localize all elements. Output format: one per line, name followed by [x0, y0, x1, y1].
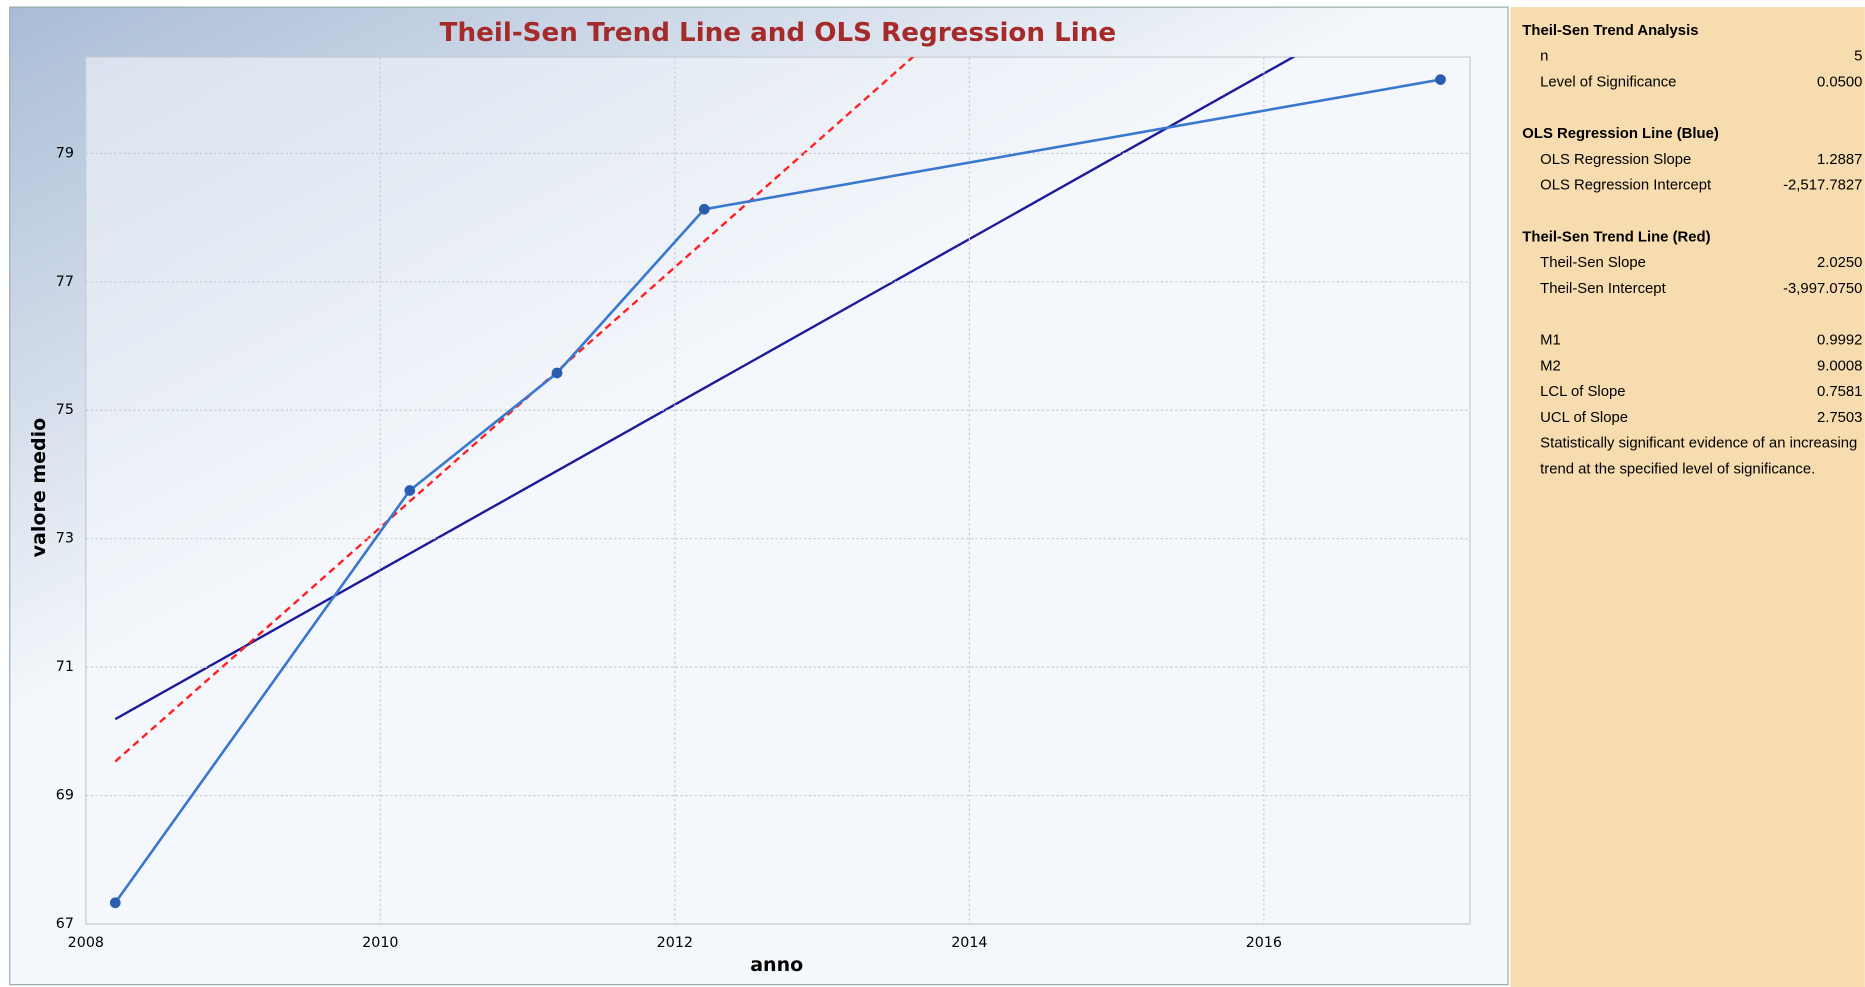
data-point	[551, 367, 563, 379]
y-tick-label: 71	[56, 659, 74, 675]
section-title: Theil-Sen Trend Line (Red)	[1522, 229, 1710, 245]
x-tick-label: 2010	[362, 935, 398, 951]
data-point	[109, 897, 121, 909]
data-point	[404, 485, 416, 496]
stat-value: 2.7503	[1817, 410, 1862, 426]
y-tick-label: 75	[56, 402, 74, 418]
stat-value: 2.0250	[1817, 255, 1862, 271]
stat-label: Level of Significance	[1540, 74, 1676, 90]
y-tick-label: 77	[56, 274, 74, 290]
stat-label: Theil-Sen Slope	[1540, 255, 1646, 271]
x-tick-label: 2014	[951, 935, 987, 951]
stat-label: Theil-Sen Intercept	[1540, 281, 1666, 297]
y-tick-label: 73	[56, 531, 74, 547]
stats-panel	[1510, 7, 1865, 987]
data-point	[1435, 74, 1446, 85]
stat-value: 0.7581	[1817, 384, 1862, 400]
chart-title: Theil-Sen Trend Line and OLS Regression …	[440, 18, 1116, 48]
x-tick-label: 2008	[68, 935, 104, 951]
plot-area	[85, 56, 1471, 925]
stat-value: 5	[1854, 49, 1862, 65]
section-title: OLS Regression Line (Blue)	[1522, 126, 1719, 142]
x-tick-label: 2016	[1246, 935, 1282, 951]
stat-value: 0.9992	[1817, 332, 1862, 348]
note-line: trend at the specified level of signific…	[1540, 462, 1815, 478]
stat-value: -2,517.7827	[1783, 178, 1862, 194]
trend-line	[114, 57, 915, 763]
stat-label: UCL of Slope	[1540, 410, 1628, 426]
stat-value: 1.2887	[1817, 152, 1862, 168]
stat-label: OLS Regression Intercept	[1540, 178, 1712, 194]
stat-label: LCL of Slope	[1540, 384, 1625, 400]
stat-value: 9.0008	[1817, 358, 1862, 374]
y-tick-label: 67	[56, 916, 74, 932]
note-line: Statistically significant evidence of an…	[1540, 436, 1857, 452]
data-point	[698, 203, 710, 215]
y-axis-label: valore medio	[28, 418, 50, 558]
x-tick-label: 2012	[657, 935, 693, 951]
section-title: Theil-Sen Trend Analysis	[1522, 23, 1698, 39]
stat-label: M2	[1540, 358, 1561, 374]
stat-label: OLS Regression Slope	[1540, 152, 1691, 168]
y-tick-label: 79	[56, 145, 74, 161]
stat-value: 0.0500	[1817, 74, 1862, 90]
stat-value: -3,997.0750	[1783, 281, 1862, 297]
x-axis-label: anno	[750, 954, 803, 976]
stat-label: M1	[1540, 332, 1561, 348]
y-tick-label: 69	[56, 788, 74, 804]
stat-label: n	[1540, 49, 1548, 65]
